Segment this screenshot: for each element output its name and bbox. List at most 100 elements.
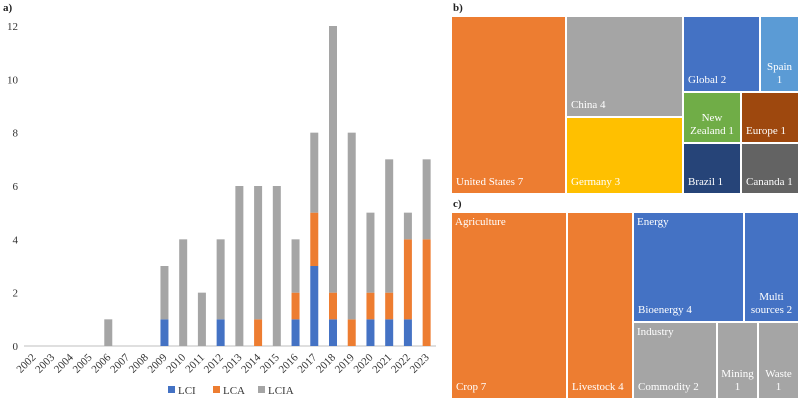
treemap-c-tile-0: Crop 7 (451, 212, 567, 399)
y-tick-label: 4 (13, 234, 19, 246)
panel-label-b: b) (453, 2, 463, 14)
legend-swatch-lca (213, 386, 220, 393)
treemap-c-tile-2: Bioenergy 4 (633, 212, 744, 322)
treemap-b-tile-0: United States 7 (451, 16, 566, 194)
treemap-b-tile-6: Europe 1 (741, 92, 799, 143)
legend-label-lcia: LCIA (268, 385, 294, 397)
x-tick-label: 2008 (127, 351, 151, 375)
treemap-b-tile-1-label: China 4 (571, 99, 606, 111)
bar-lci-2020 (366, 319, 375, 346)
legend-swatch-lci (168, 386, 175, 393)
x-tick-label: 2003 (33, 351, 57, 375)
treemap-c-group-label-0: Agriculture (455, 216, 506, 228)
bar-lci-2017 (310, 266, 319, 346)
treemap-b-tile-2-label: Germany 3 (571, 176, 621, 188)
bar-lci-2012 (216, 319, 225, 346)
bar-lca-2014 (254, 319, 263, 346)
bar-lca-2019 (347, 319, 356, 346)
x-tick-label: 2016 (277, 351, 301, 375)
treemap-b-tile-1: China 4 (566, 16, 683, 117)
treemap-b-tile-8: Cananda 1 (741, 143, 799, 194)
bar-lcia-2016 (291, 239, 300, 293)
bar-lcia-2022 (403, 212, 412, 240)
bar-lca-2022 (403, 239, 412, 320)
treemap-b-tile-7: Brazil 1 (683, 143, 741, 194)
treemap-c-tile-4: Commodity 2 (633, 322, 717, 399)
bar-lcia-2019 (347, 132, 356, 320)
treemap-b-tile-8-label: Cananda 1 (746, 176, 793, 188)
y-tick-label: 2 (13, 288, 19, 300)
bar-lcia-2021 (385, 159, 394, 293)
treemap-c-tile-2-label: Bioenergy 4 (638, 304, 692, 316)
panel-label-a: a) (3, 2, 13, 14)
bar-lci-2018 (329, 319, 337, 346)
treemap-b-tile-4-label: Spain 1 (766, 61, 793, 86)
legend-swatch-lcia (258, 386, 265, 393)
treemap-b-tile-3-label: Global 2 (688, 74, 727, 86)
bar-lcia-2018 (329, 26, 337, 293)
bar-lci-2009 (160, 319, 169, 346)
x-tick-label: 2018 (314, 351, 338, 375)
y-tick-label: 6 (13, 181, 19, 193)
bar-lca-2020 (366, 292, 375, 320)
bar-lcia-2011 (197, 292, 206, 346)
treemap-b-tile-5-label: New Zealand 1 (690, 112, 734, 137)
bar-lca-2016 (291, 292, 300, 320)
bar-lca-2021 (385, 292, 394, 320)
bar-lca-2017 (310, 212, 319, 266)
x-tick-label: 2019 (333, 351, 357, 375)
y-tick-label: 0 (13, 341, 19, 353)
legend-label-lca: LCA (223, 385, 245, 397)
bar-lcia-2023 (422, 159, 431, 240)
treemap-b-tile-5: New Zealand 1 (683, 92, 741, 143)
country-treemap: United States 7 China 4 Germany 3 Global 2 S… (451, 16, 799, 194)
stacked-bar-chart: 0 2 4 6 8 10 12 2002200320042005200620072008200… (7, 21, 436, 397)
treemap-c-tile-5-label: Mining 1 (721, 368, 754, 393)
treemap-c-tile-5: Mining 1 (717, 322, 758, 399)
treemap-b-tile-4: Spain 1 (760, 16, 799, 92)
bar-lci-2016 (291, 319, 300, 346)
treemap-c-tile-3-label: Multi sources 2 (750, 291, 793, 316)
x-tick-label: 2023 (408, 351, 432, 375)
x-tick-label: 2011 (183, 352, 207, 376)
x-tick-label: 2014 (239, 351, 263, 375)
x-tick-label: 2005 (71, 351, 95, 375)
x-tick-label: 2021 (370, 352, 394, 376)
x-tick-label: 2010 (164, 351, 188, 375)
bar-lcia-2010 (179, 239, 188, 346)
x-tick-label: 2017 (295, 351, 319, 375)
bar-lci-2021 (385, 319, 394, 346)
bar-lcia-2013 (235, 186, 244, 346)
y-tick-label: 12 (7, 21, 18, 33)
x-tick-label: 2009 (146, 351, 170, 375)
bar-lca-2018 (329, 292, 337, 320)
x-tick-label: 2020 (352, 351, 376, 375)
bar-lcia-2009 (160, 266, 169, 320)
treemap-b-tile-7-label: Brazil 1 (688, 176, 724, 188)
x-tick-label: 2022 (389, 352, 413, 376)
bar-lcia-2012 (216, 239, 225, 320)
bar-lca-2023 (422, 239, 431, 346)
y-tick-label: 8 (13, 128, 19, 140)
treemap-b-tile-0-label: United States 7 (456, 176, 524, 188)
x-tick-label: 2002 (14, 352, 38, 376)
x-tick-label: 2012 (202, 352, 226, 376)
treemap-c-tile-4-label: Commodity 2 (638, 381, 699, 393)
treemap-b-tile-3: Global 2 (683, 16, 760, 92)
treemap-c-group-label-2: Industry (637, 326, 674, 338)
bar-lcia-2020 (366, 212, 375, 293)
x-tick-label: 2006 (89, 351, 113, 375)
y-tick-label: 10 (7, 74, 19, 86)
bar-lcia-2014 (254, 186, 263, 320)
treemap-c-tile-6-label: Waste 1 (765, 368, 792, 393)
treemap-c-tile-1: Livestock 4 (567, 212, 633, 399)
treemap-c-tile-3: Multi sources 2 (744, 212, 799, 322)
legend-label-lci: LCI (178, 385, 196, 397)
panel-label-c: c) (453, 198, 462, 210)
bar-lcia-2006 (104, 319, 113, 346)
x-tick-label: 2013 (220, 351, 244, 375)
treemap-c-tile-1-label: Livestock 4 (572, 381, 624, 393)
treemap-c-tile-6: Waste 1 (758, 322, 799, 399)
x-tick-label: 2004 (52, 351, 76, 375)
treemap-b-tile-2: Germany 3 (566, 117, 683, 194)
